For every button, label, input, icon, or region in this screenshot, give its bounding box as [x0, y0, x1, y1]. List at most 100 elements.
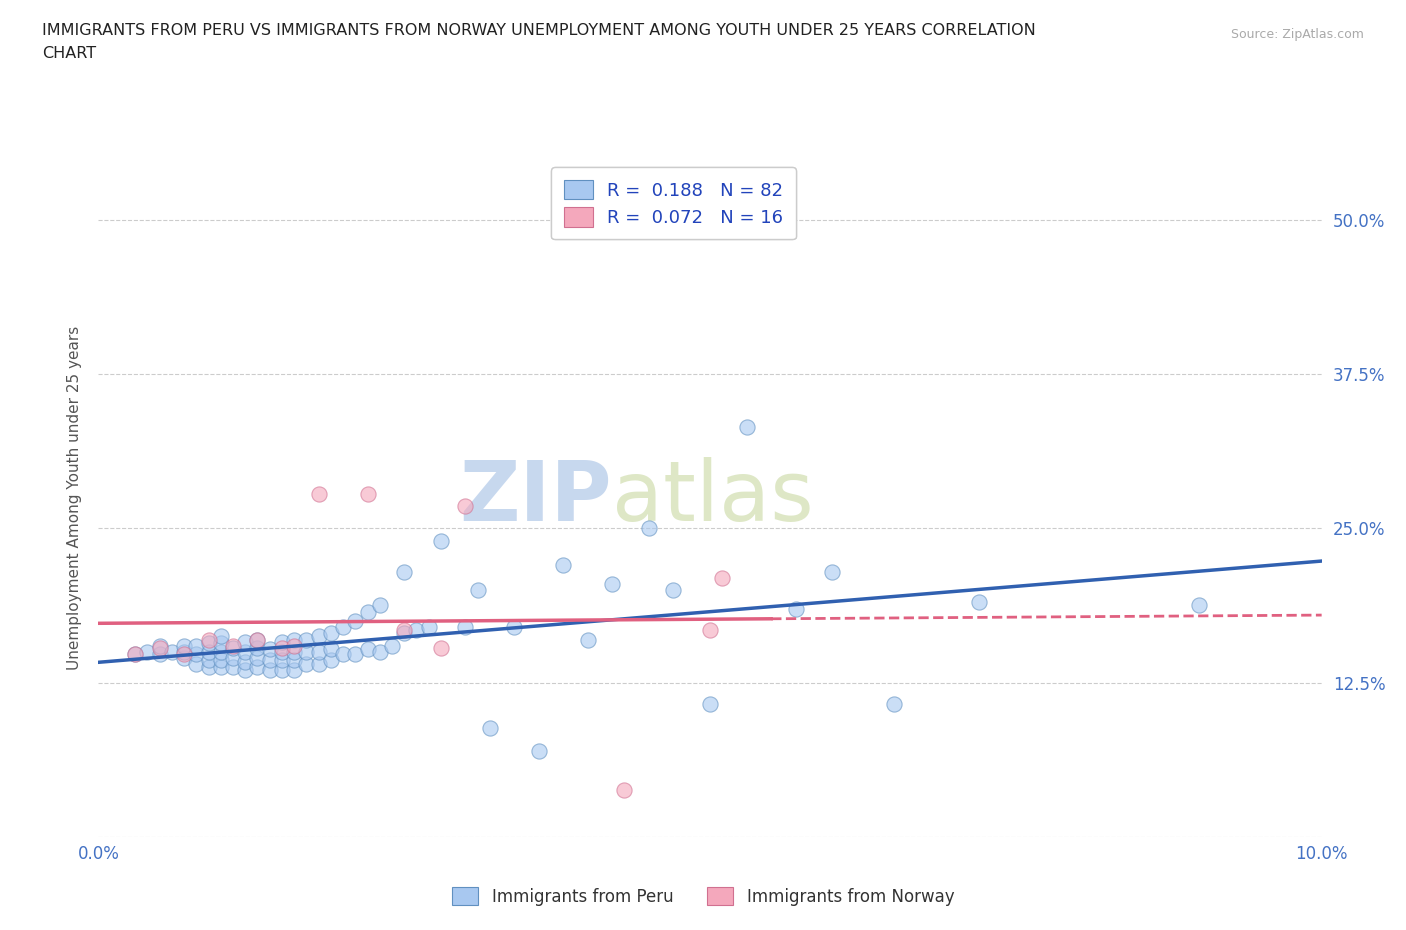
Point — [197, 644, 219, 659]
Legend: R =  0.188   N = 82, R =  0.072   N = 16: R = 0.188 N = 82, R = 0.072 N = 16 — [551, 167, 796, 239]
Point — [283, 644, 305, 659]
Point — [392, 626, 416, 641]
Point — [259, 663, 281, 678]
Point — [1188, 597, 1211, 612]
Point — [197, 659, 219, 674]
Point — [259, 642, 281, 657]
Point — [233, 634, 256, 649]
Point — [136, 644, 159, 659]
Point — [430, 641, 453, 656]
Point — [186, 647, 208, 662]
Point — [405, 622, 427, 637]
Point — [246, 632, 269, 647]
Point — [270, 641, 292, 656]
Point — [308, 657, 330, 671]
Point — [319, 642, 342, 657]
Point — [600, 577, 623, 591]
Point — [283, 653, 305, 668]
Point — [392, 622, 416, 637]
Point — [246, 641, 269, 656]
Point — [209, 644, 232, 659]
Text: IMMIGRANTS FROM PERU VS IMMIGRANTS FROM NORWAY UNEMPLOYMENT AMONG YOUTH UNDER 25: IMMIGRANTS FROM PERU VS IMMIGRANTS FROM … — [42, 23, 1036, 38]
Point — [246, 659, 269, 674]
Point — [149, 638, 172, 653]
Point — [149, 641, 172, 656]
Point — [295, 632, 318, 647]
Point — [283, 663, 305, 678]
Point — [197, 636, 219, 651]
Point — [454, 498, 477, 513]
Point — [308, 629, 330, 644]
Point — [883, 697, 905, 711]
Legend: Immigrants from Peru, Immigrants from Norway: Immigrants from Peru, Immigrants from No… — [446, 881, 960, 912]
Point — [209, 653, 232, 668]
Point — [368, 644, 391, 659]
Point — [785, 601, 807, 616]
Point — [124, 647, 146, 662]
Point — [186, 638, 208, 653]
Point — [160, 644, 183, 659]
Point — [735, 419, 758, 434]
Text: atlas: atlas — [612, 457, 814, 538]
Point — [295, 644, 318, 659]
Point — [173, 638, 195, 653]
Point — [662, 583, 685, 598]
Y-axis label: Unemployment Among Youth under 25 years: Unemployment Among Youth under 25 years — [67, 326, 83, 670]
Point — [503, 619, 526, 634]
Point — [222, 651, 245, 666]
Point — [613, 783, 636, 798]
Point — [197, 632, 219, 647]
Point — [222, 638, 245, 653]
Point — [319, 626, 342, 641]
Point — [246, 651, 269, 666]
Point — [295, 657, 318, 671]
Point — [699, 622, 721, 637]
Point — [553, 558, 575, 573]
Point — [173, 647, 195, 662]
Point — [270, 644, 292, 659]
Point — [368, 597, 391, 612]
Point — [356, 642, 378, 657]
Point — [270, 663, 292, 678]
Point — [173, 651, 195, 666]
Point — [233, 644, 256, 659]
Point — [356, 604, 378, 619]
Point — [233, 655, 256, 670]
Point — [344, 614, 367, 629]
Point — [381, 638, 404, 653]
Point — [197, 653, 219, 668]
Point — [478, 721, 501, 736]
Point — [246, 632, 269, 647]
Point — [454, 619, 477, 634]
Point — [222, 659, 245, 674]
Text: CHART: CHART — [42, 46, 96, 61]
Point — [186, 657, 208, 671]
Point — [308, 644, 330, 659]
Point — [222, 641, 245, 656]
Point — [283, 632, 305, 647]
Point — [392, 565, 416, 579]
Point — [576, 632, 599, 647]
Point — [308, 486, 330, 501]
Text: Source: ZipAtlas.com: Source: ZipAtlas.com — [1230, 28, 1364, 41]
Point — [332, 619, 354, 634]
Point — [711, 570, 734, 585]
Point — [270, 634, 292, 649]
Point — [124, 647, 146, 662]
Point — [209, 636, 232, 651]
Point — [173, 644, 195, 659]
Point — [319, 653, 342, 668]
Point — [233, 663, 256, 678]
Point — [699, 697, 721, 711]
Point — [270, 653, 292, 668]
Point — [209, 659, 232, 674]
Point — [283, 638, 305, 653]
Point — [344, 647, 367, 662]
Point — [149, 647, 172, 662]
Point — [332, 647, 354, 662]
Point — [821, 565, 844, 579]
Point — [527, 743, 550, 758]
Point — [356, 486, 378, 501]
Point — [430, 533, 453, 548]
Point — [209, 629, 232, 644]
